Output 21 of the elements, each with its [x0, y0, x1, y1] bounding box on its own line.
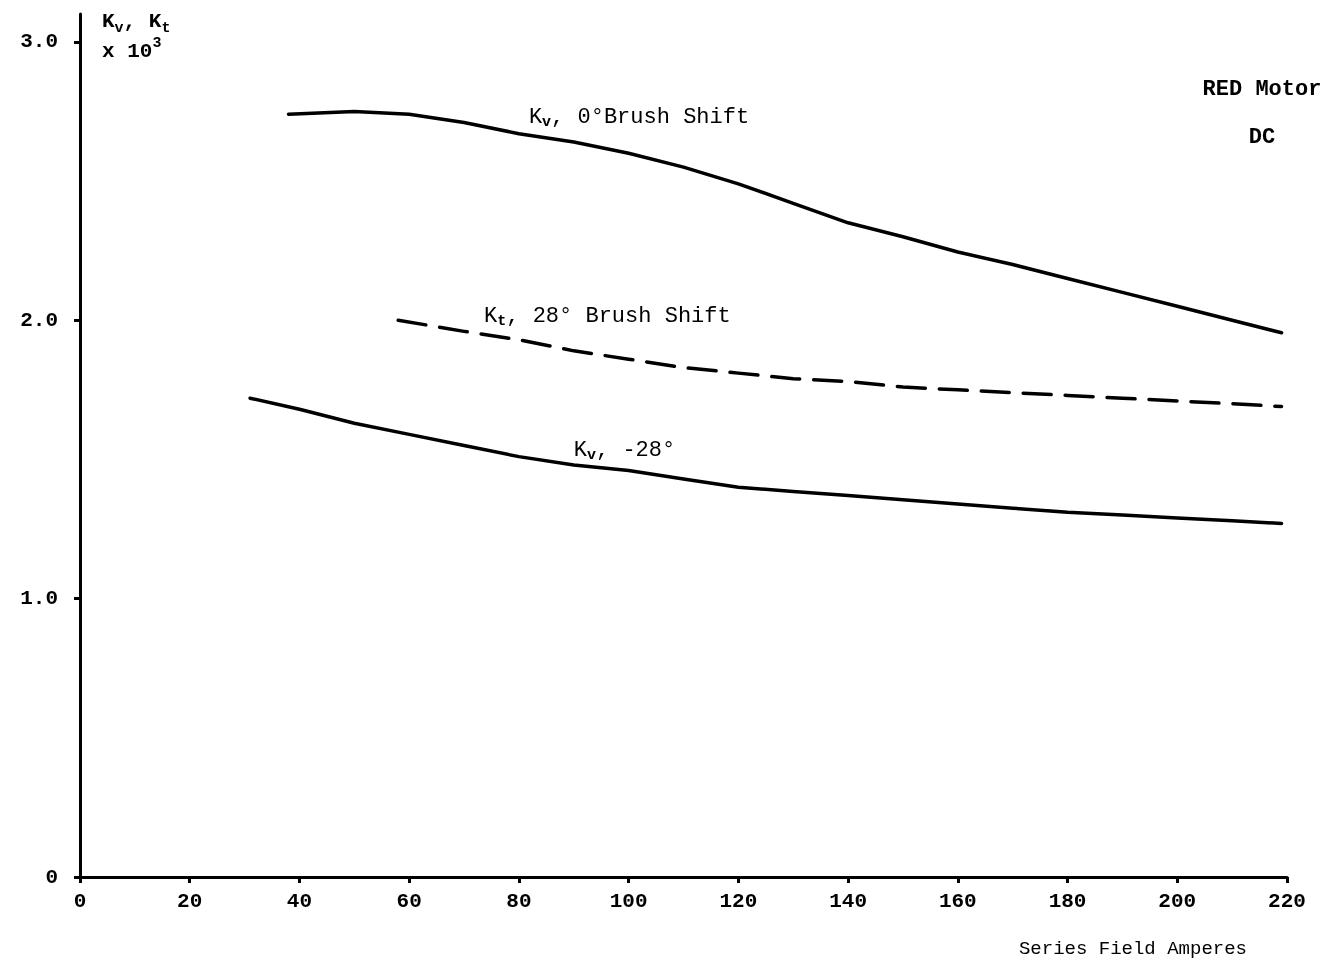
- x-tick-label: 200: [1158, 890, 1197, 913]
- x-tick-label: 180: [1048, 890, 1087, 913]
- x-axis-title: Series Field Amperes: [1018, 937, 1247, 960]
- x-tick-label: 0: [73, 890, 87, 913]
- y-tick-label: 3.0: [20, 30, 58, 54]
- x-tick-label: 100: [609, 890, 648, 913]
- y-tick-label: 1.0: [20, 587, 58, 611]
- x-tick-label: 20: [177, 890, 203, 913]
- annotation: RED Motor: [1202, 76, 1322, 102]
- x-tick-label: 160: [938, 890, 977, 913]
- annotation: DC: [1248, 124, 1276, 150]
- y-tick-label: 0: [45, 865, 58, 889]
- x-tick-label: 140: [829, 890, 867, 913]
- x-tick-label: 40: [286, 890, 313, 913]
- line-series: [248, 396, 1284, 526]
- y-tick-label: 2.0: [20, 308, 58, 332]
- line-series: [286, 109, 1284, 335]
- x-tick-label: 220: [1268, 890, 1306, 913]
- x-tick-label: 120: [719, 890, 758, 913]
- x-tick-label: 80: [506, 890, 532, 913]
- x-tick-label: 60: [396, 890, 422, 913]
